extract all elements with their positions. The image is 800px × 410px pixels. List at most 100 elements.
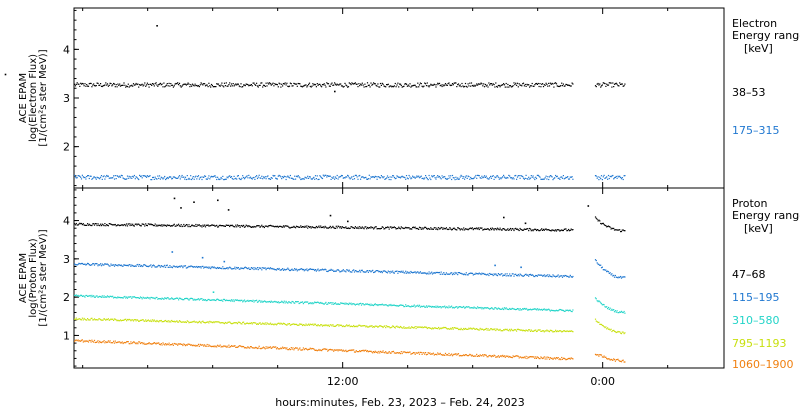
data-point [259, 322, 261, 324]
data-point [256, 175, 258, 177]
data-point [102, 341, 104, 343]
data-point [525, 355, 527, 357]
data-point [243, 299, 246, 301]
data-point [150, 223, 152, 225]
data-point [536, 174, 538, 176]
data-point [509, 308, 512, 310]
data-point [288, 323, 290, 325]
data-point [276, 225, 278, 227]
data-point [481, 328, 483, 330]
data-point [476, 307, 478, 310]
data-point [184, 297, 187, 300]
data-point [266, 225, 268, 227]
data-point [510, 356, 512, 358]
data-point [335, 225, 337, 227]
data-point [191, 177, 194, 179]
data-point [195, 85, 197, 87]
data-point [93, 176, 95, 178]
data-point [336, 349, 338, 351]
data-point [93, 223, 95, 225]
data-point [253, 347, 255, 349]
data-point [298, 302, 300, 305]
data-point [147, 266, 149, 268]
data-point [405, 83, 408, 85]
data-point [412, 271, 415, 274]
data-point [200, 298, 202, 300]
data-point [152, 342, 155, 344]
data-point [254, 83, 256, 86]
data-point [291, 300, 293, 303]
data-point [225, 322, 227, 324]
data-point [400, 351, 402, 353]
data-point [347, 325, 349, 327]
data-point [413, 176, 415, 178]
data-point [209, 299, 211, 301]
data-point [190, 297, 192, 299]
data-point [301, 178, 303, 180]
data-point [275, 269, 278, 271]
data-point [400, 270, 402, 272]
data-point [223, 86, 225, 88]
data-point [190, 225, 192, 228]
data-point [170, 83, 172, 85]
data-point [111, 85, 113, 87]
data-point [217, 176, 219, 178]
data-point [221, 82, 223, 84]
data-point [178, 321, 180, 323]
data-point [509, 328, 511, 330]
data-point [457, 353, 459, 355]
data-point [526, 329, 528, 332]
data-point [192, 84, 194, 86]
data-point [403, 85, 405, 87]
data-point [566, 275, 568, 278]
data-point [467, 83, 469, 85]
data-point [178, 297, 181, 299]
data-point [410, 228, 412, 230]
data-point [427, 352, 429, 354]
data-point [607, 358, 610, 360]
data-point [137, 223, 139, 225]
data-point [196, 84, 198, 87]
data-point [219, 344, 221, 346]
data-point [125, 178, 127, 180]
data-point [527, 274, 529, 276]
data-point [323, 227, 325, 229]
data-point [470, 85, 472, 87]
data-point [315, 270, 317, 272]
data-point [240, 178, 242, 181]
data-point [210, 268, 212, 270]
data-point [80, 340, 82, 342]
data-point [373, 303, 376, 306]
data-point [340, 271, 342, 273]
data-point [280, 86, 282, 88]
data-point [287, 302, 289, 304]
data-point [146, 82, 148, 84]
data-point [142, 343, 144, 345]
data-point [79, 222, 81, 224]
data-point [285, 300, 287, 302]
data-point [102, 264, 104, 266]
data-point [176, 265, 178, 267]
data-point [297, 175, 299, 177]
data-point [165, 178, 168, 180]
data-point [185, 178, 187, 181]
data-point [246, 322, 248, 324]
data-point [594, 216, 597, 218]
data-point [607, 327, 609, 329]
data-point [144, 175, 146, 177]
data-point [597, 176, 599, 178]
data-point [603, 82, 605, 84]
data-point [131, 342, 133, 345]
data-point [344, 227, 346, 229]
data-point [330, 178, 332, 180]
data-point [509, 273, 511, 275]
data-point [403, 272, 405, 274]
data-point [140, 264, 142, 267]
data-point [569, 358, 571, 360]
data-point [319, 175, 321, 177]
data-point [446, 273, 448, 275]
data-point [191, 224, 193, 226]
data-point [539, 358, 541, 360]
data-point [145, 176, 148, 178]
data-point [273, 268, 275, 270]
